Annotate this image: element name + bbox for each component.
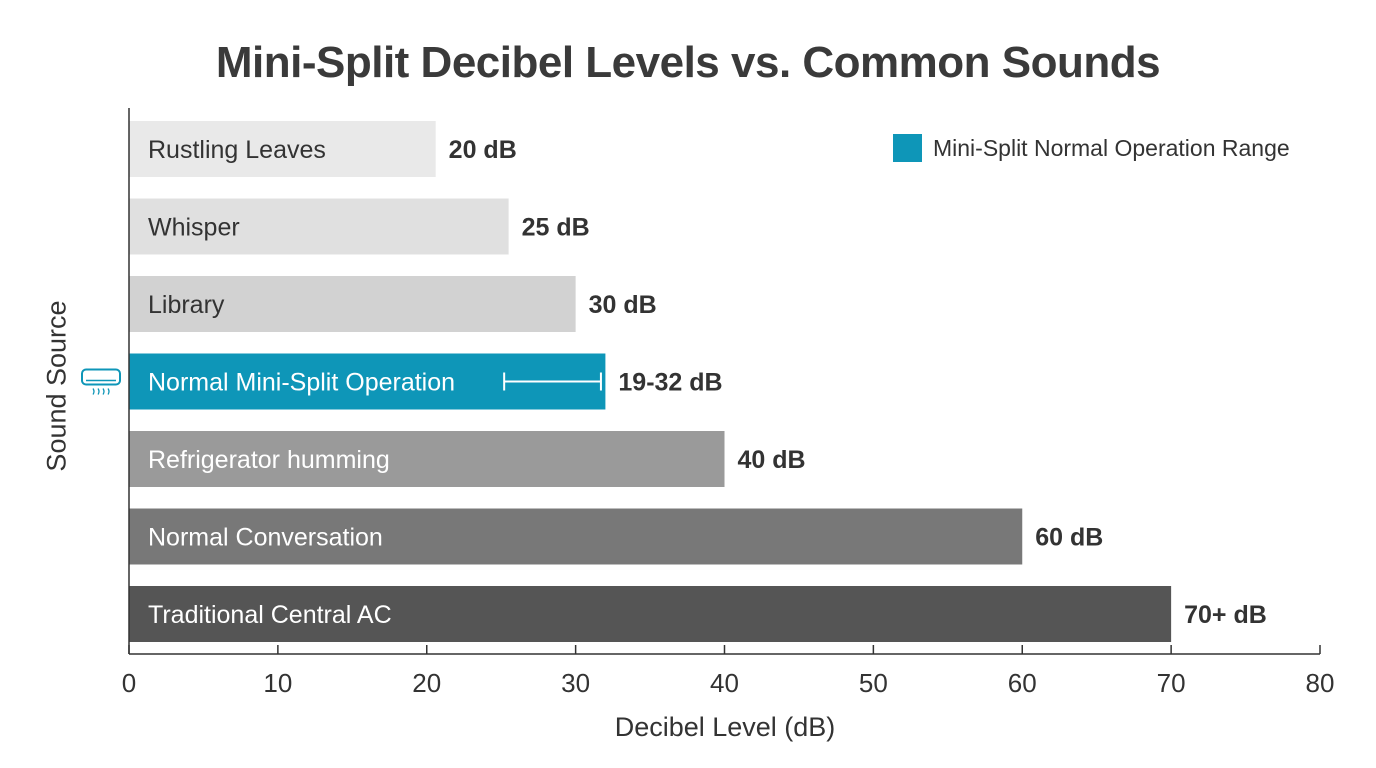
data-label: 70+ dB [1184, 601, 1267, 629]
bar [129, 198, 509, 255]
chart-title: Mini-Split Decibel Levels vs. Common Sou… [215, 38, 1161, 87]
bar [129, 508, 1023, 565]
x-tick-label: 0 [122, 668, 136, 698]
x-tick-label: 30 [561, 668, 590, 698]
legend-swatch [893, 134, 922, 162]
bar-category-label: Whisper [148, 214, 240, 242]
x-tick-label: 60 [1008, 668, 1037, 698]
bar [129, 121, 436, 177]
bar-category-label: Library [148, 291, 225, 319]
x-tick-label: 40 [710, 668, 739, 698]
data-label: 30 dB [589, 291, 657, 319]
x-axis-label: Decibel Level (dB) [614, 712, 836, 742]
x-tick-label: 50 [859, 668, 888, 698]
x-tick-label: 10 [263, 668, 292, 698]
bar-category-label: Rustling Leaves [148, 136, 326, 164]
x-tick-label: 70 [1157, 668, 1186, 698]
bar-category-label: Refrigerator humming [148, 446, 390, 474]
bar [129, 431, 725, 487]
data-label: 60 dB [1035, 524, 1103, 552]
data-label: 20 dB [449, 136, 517, 164]
x-tick-label: 20 [412, 668, 441, 698]
bar [129, 276, 576, 332]
data-label: 40 dB [738, 446, 806, 474]
x-tick-label: 80 [1306, 668, 1335, 698]
legend: Mini-Split Normal Operation Range [893, 134, 1290, 162]
legend-label: Mini-Split Normal Operation Range [933, 134, 1290, 161]
bar-category-label: Normal Mini-Split Operation [148, 369, 455, 397]
air-conditioner-icon [81, 368, 121, 395]
bar-category-label: Normal Conversation [148, 524, 383, 552]
data-label: 25 dB [522, 214, 590, 242]
bar [129, 586, 1172, 642]
data-label: 19-32 dB [618, 369, 722, 397]
bar-category-label: Traditional Central AC [148, 601, 392, 629]
